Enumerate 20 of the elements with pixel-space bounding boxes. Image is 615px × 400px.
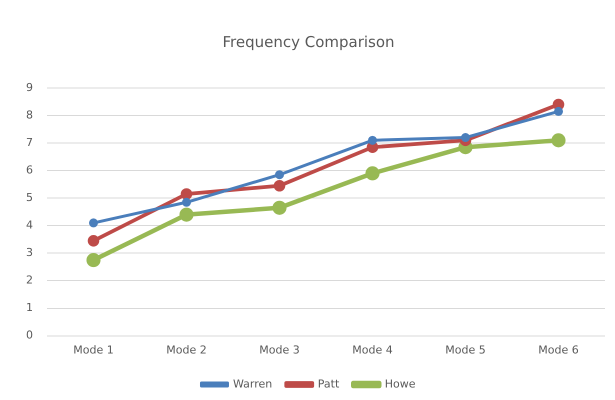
legend-label: Howe	[384, 377, 416, 390]
y-tick-label: 8	[26, 108, 33, 122]
chart-title: Frequency Comparison	[222, 32, 395, 51]
legend-label: Patt	[318, 377, 340, 390]
y-tick-label: 0	[26, 328, 33, 342]
x-tick-label: Mode 5	[445, 343, 486, 356]
y-tick-label: 4	[26, 218, 33, 232]
x-tick-label: Mode 3	[259, 343, 300, 356]
legend-label: Warren	[232, 377, 272, 390]
x-tick-label: Mode 6	[538, 343, 579, 356]
x-tick-label: Mode 4	[352, 343, 393, 356]
x-tick-label: Mode 2	[166, 343, 207, 356]
y-tick-label: 7	[26, 136, 33, 149]
y-tick-label: 3	[26, 246, 33, 260]
x-tick-label: Mode 1	[73, 343, 114, 356]
y-tick-label: 2	[26, 274, 33, 287]
y-tick-label: 9	[26, 80, 33, 94]
y-tick-label: 5	[26, 190, 33, 204]
y-tick-label: 6	[26, 163, 33, 176]
y-tick-label: 1	[26, 301, 33, 314]
